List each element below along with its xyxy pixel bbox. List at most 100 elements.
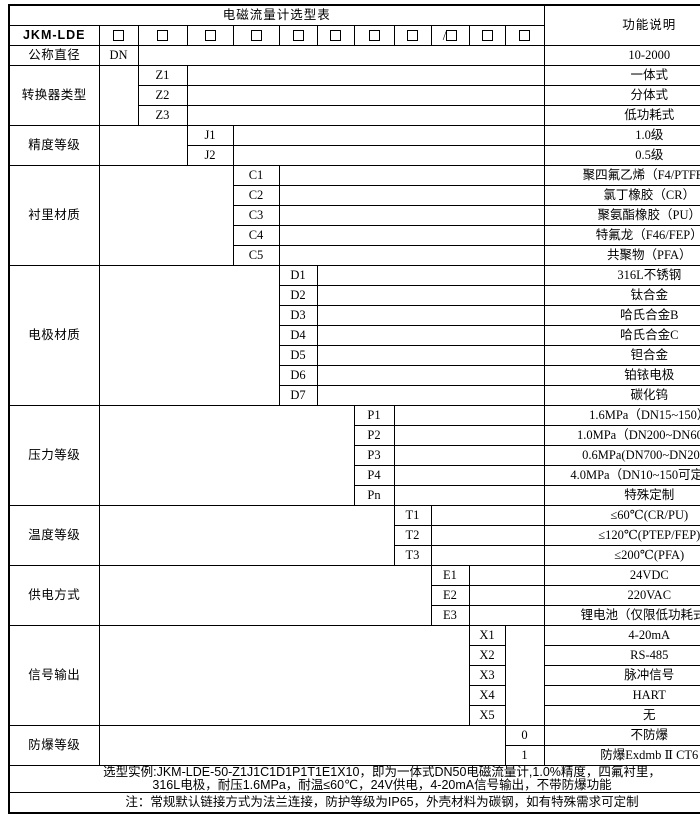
table-row: D4 哈氏合金C xyxy=(9,325,700,346)
blank-cell xyxy=(393,425,545,446)
blank-cell xyxy=(468,565,545,586)
checkbox-cell-5[interactable] xyxy=(278,25,318,46)
checkbox-icon[interactable] xyxy=(368,30,380,42)
checkbox-cell-11[interactable] xyxy=(504,25,545,46)
blank-cell xyxy=(278,245,545,266)
row-category-nominal-diameter: 公称直径 xyxy=(8,45,100,66)
code-cell-e2[interactable]: E2 xyxy=(430,585,470,606)
checkbox-icon[interactable] xyxy=(446,30,458,41)
table-row: 衬里材质 C1 聚四氟乙烯（F4/PTFE） xyxy=(8,165,700,266)
checkbox-cell-4[interactable] xyxy=(232,25,280,46)
checkbox-cell-9[interactable]: / xyxy=(430,25,470,46)
code-cell-z2[interactable]: Z2 xyxy=(137,85,188,106)
row-category-converter-type: 转换器类型 xyxy=(8,65,100,126)
checkbox-cell-7[interactable] xyxy=(353,25,395,46)
code-cell-p2[interactable]: P2 xyxy=(353,425,395,446)
table-row: C2 氯丁橡胶（CR） xyxy=(9,185,700,206)
row-category-temperature-grade: 温度等级 xyxy=(8,505,100,566)
slash-separator: / xyxy=(442,27,447,43)
checkbox-cell-1[interactable] xyxy=(98,25,139,46)
code-cell-d5[interactable]: D5 xyxy=(278,345,318,366)
table-row: 公称直径 DN 10-2000 xyxy=(8,45,700,66)
table-row: D3 哈氏合金B xyxy=(9,305,700,326)
row-category-lining-material: 衬里材质 xyxy=(8,165,100,266)
code-cell-j1[interactable]: J1 xyxy=(186,125,234,146)
desc-cell: 316L不锈钢 xyxy=(543,265,700,286)
blank-cell xyxy=(186,105,545,126)
footer-note-row: 注：常规默认链接方式为法兰连接，防护等级为IP65，外壳材料为碳钢，如有特殊需求… xyxy=(8,792,700,814)
selection-example-line1: 选型实例:JKM-LDE-50-Z1J1C1D1P1T1E1X10，即为一体式D… xyxy=(103,765,661,779)
table-row: 精度等级 J1 1.0级 xyxy=(8,125,700,166)
checkbox-cell-3[interactable] xyxy=(186,25,234,46)
footer-example-row: 选型实例:JKM-LDE-50-Z1J1C1D1P1T1E1X10，即为一体式D… xyxy=(8,764,700,794)
desc-cell: 钽合金 xyxy=(543,345,700,366)
blank-cell xyxy=(468,605,545,626)
code-cell-x3[interactable]: X3 xyxy=(468,665,506,686)
desc-cell: ≤60℃(CR/PU) xyxy=(543,505,700,526)
blank-cell xyxy=(316,265,545,286)
code-cell-d6[interactable]: D6 xyxy=(278,365,318,386)
code-cell-x4[interactable]: X4 xyxy=(468,685,506,706)
code-cell-p4[interactable]: P4 xyxy=(353,465,395,486)
code-cell-pn[interactable]: Pn xyxy=(353,485,395,506)
desc-cell: 共聚物（PFA） xyxy=(543,245,700,266)
code-cell-d2[interactable]: D2 xyxy=(278,285,318,306)
code-cell-c2[interactable]: C2 xyxy=(232,185,280,206)
code-cell-x1[interactable]: X1 xyxy=(468,625,506,646)
code-cell-ex0[interactable]: 0 xyxy=(504,725,545,746)
code-cell-t1[interactable]: T1 xyxy=(393,505,432,526)
checkbox-cell-8[interactable] xyxy=(393,25,432,46)
code-cell-c4[interactable]: C4 xyxy=(232,225,280,246)
blank-cell xyxy=(278,205,545,226)
code-cell-t3[interactable]: T3 xyxy=(393,545,432,566)
checkbox-icon[interactable] xyxy=(481,30,493,42)
code-cell-z1[interactable]: Z1 xyxy=(137,65,188,86)
checkbox-icon[interactable] xyxy=(330,30,341,42)
code-cell-p3[interactable]: P3 xyxy=(353,445,395,466)
code-cell-d7[interactable]: D7 xyxy=(278,385,318,406)
blank-cell xyxy=(393,445,545,466)
code-cell-d1[interactable]: D1 xyxy=(278,265,318,286)
desc-cell: 0.5级 xyxy=(543,145,700,166)
code-cell-c5[interactable]: C5 xyxy=(232,245,280,266)
desc-cell: ≤200℃(PFA) xyxy=(543,545,700,566)
checkbox-icon[interactable] xyxy=(113,30,124,42)
blank-cell xyxy=(468,585,545,606)
checkbox-icon[interactable] xyxy=(519,30,530,42)
checkbox-icon[interactable] xyxy=(292,30,304,42)
code-cell-c3[interactable]: C3 xyxy=(232,205,280,226)
code-cell-d4[interactable]: D4 xyxy=(278,325,318,346)
blank-cell xyxy=(186,85,545,106)
checkbox-icon[interactable] xyxy=(157,30,168,42)
code-cell-e3[interactable]: E3 xyxy=(430,605,470,626)
blank-cell xyxy=(430,525,545,546)
code-cell-d3[interactable]: D3 xyxy=(278,305,318,326)
code-cell-e1[interactable]: E1 xyxy=(430,565,470,586)
blank-cell xyxy=(393,485,545,506)
checkbox-cell-10[interactable] xyxy=(468,25,506,46)
table-row: X2 RS-485 xyxy=(9,645,700,666)
checkbox-cell-2[interactable] xyxy=(137,25,188,46)
row-category-signal-output: 信号输出 xyxy=(8,625,100,726)
desc-cell: 特氟龙（F46/FEP） xyxy=(543,225,700,246)
code-cell-ex1[interactable]: 1 xyxy=(504,745,545,766)
code-cell-c1[interactable]: C1 xyxy=(232,165,280,186)
blank-cell xyxy=(232,145,545,166)
code-cell-z3[interactable]: Z3 xyxy=(137,105,188,126)
checkbox-icon[interactable] xyxy=(204,30,216,42)
desc-cell: 特殊定制 xyxy=(543,485,700,506)
desc-cell: ≤120℃(PTEP/FEP) xyxy=(543,525,700,546)
desc-cell: 锂电池（仅限低功耗式） xyxy=(543,605,700,626)
code-cell-x5[interactable]: X5 xyxy=(468,705,506,726)
table-row: 压力等级 P1 1.6MPa（DN15~150） xyxy=(8,405,700,506)
code-cell-j2[interactable]: J2 xyxy=(186,145,234,166)
table-row: 防爆等级 0 不防爆 xyxy=(8,725,700,766)
code-cell-t2[interactable]: T2 xyxy=(393,525,432,546)
checkbox-cell-6[interactable] xyxy=(316,25,355,46)
code-cell-p1[interactable]: P1 xyxy=(353,405,395,426)
desc-cell: 聚氨酯橡胶（PU） xyxy=(543,205,700,226)
desc-cell: 不防爆 xyxy=(543,725,700,746)
checkbox-icon[interactable] xyxy=(407,30,418,42)
code-cell-x2[interactable]: X2 xyxy=(468,645,506,666)
checkbox-icon[interactable] xyxy=(250,30,262,42)
